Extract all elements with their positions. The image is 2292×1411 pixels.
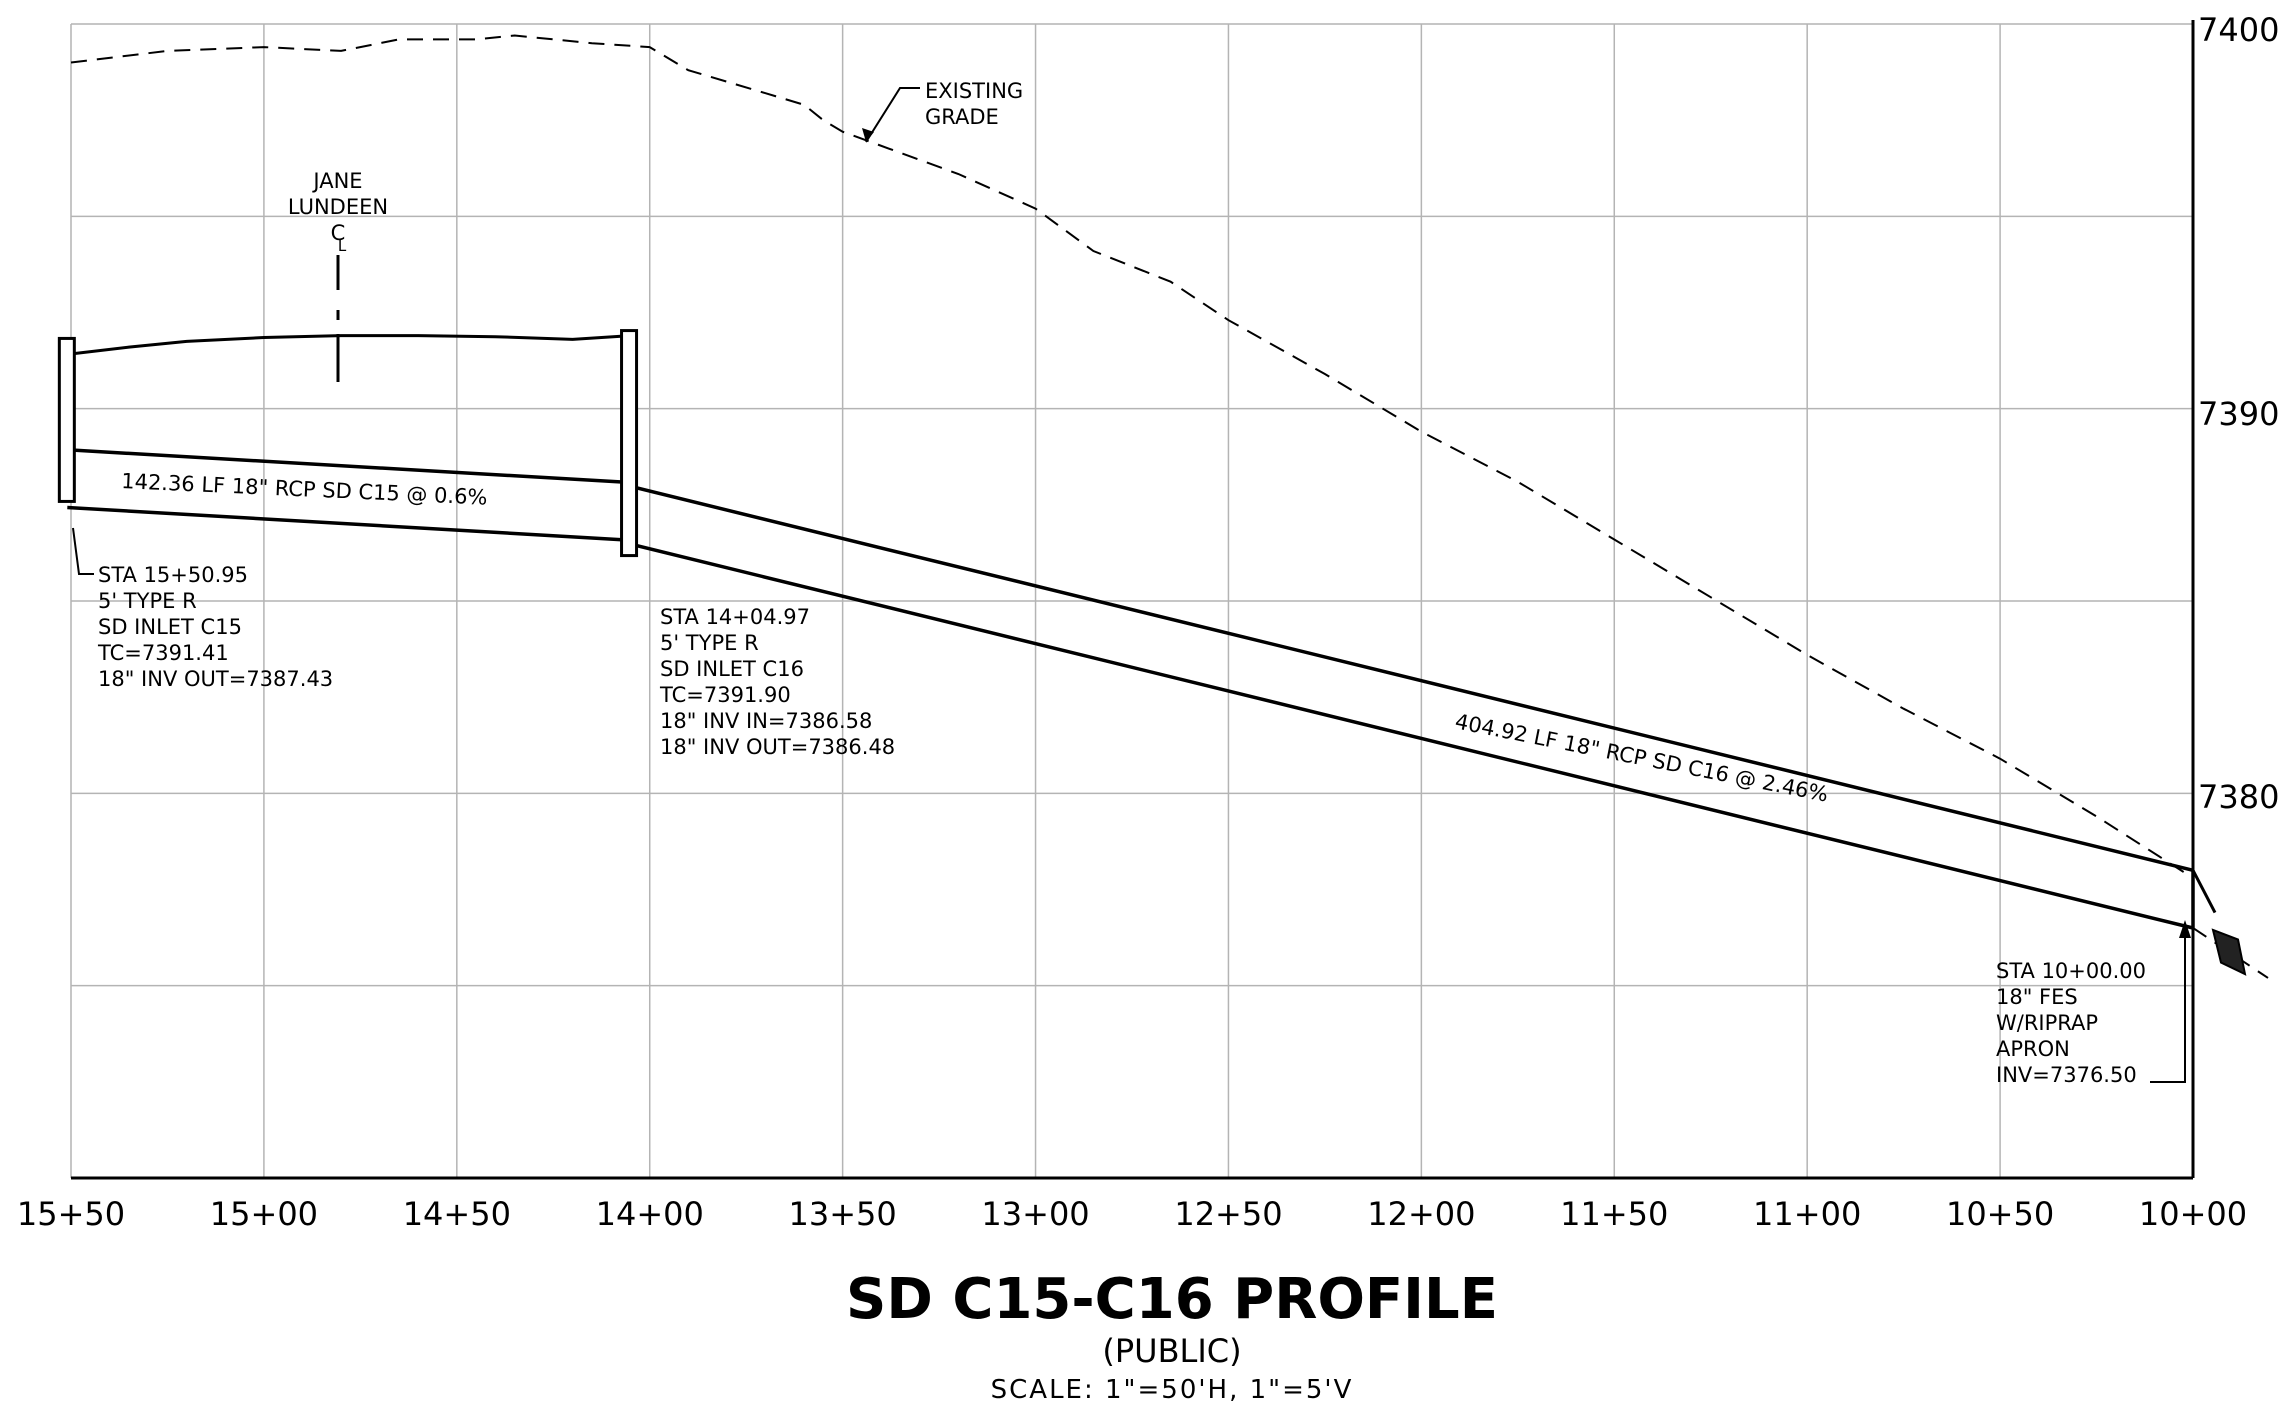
riprap-apron <box>2211 928 2247 976</box>
series-line-sd-c15-invert <box>67 505 631 542</box>
station-tick-label: 13+50 <box>789 1195 897 1233</box>
existing-grade-label-line: EXISTING <box>925 79 1023 103</box>
series-line-sd-c15-crown <box>67 448 631 485</box>
inlet-c16-note-line: SD INLET C16 <box>660 657 804 681</box>
station-tick-label: 14+50 <box>403 1195 511 1233</box>
elevation-tick-label: 7390 <box>2198 395 2279 433</box>
fes-note-line: STA 10+00.00 <box>1996 959 2146 983</box>
drawing-subtitle: (PUBLIC) <box>1102 1332 1241 1370</box>
station-tick-label: 10+50 <box>1946 1195 2054 1233</box>
series-line-sd-c16-invert <box>630 542 2194 930</box>
pipe-label-c15: 142.36 LF 18" RCP SD C15 @ 0.6% <box>121 469 488 510</box>
series-line-sd-c16-crown <box>630 484 2194 872</box>
fes-leader <box>2150 938 2186 1083</box>
existing-grade-label-line: GRADE <box>925 105 999 129</box>
inlet-c15-note-line: STA 15+50.95 <box>98 563 248 587</box>
inlet-c16-note-line: 5' TYPE R <box>660 631 759 655</box>
inlet-c15-structure <box>57 336 76 503</box>
station-tick-label: 10+00 <box>2139 1195 2247 1233</box>
inlet-c16-structure <box>620 329 639 558</box>
inlet-c15-note-line: SD INLET C15 <box>98 615 242 639</box>
inlet-c16-note-line: 18" INV IN=7386.58 <box>660 709 872 733</box>
elevation-tick-label: 7400 <box>2198 11 2279 49</box>
inlet-c16-note-line: 18" INV OUT=7386.48 <box>660 735 895 759</box>
series-line-top-of-curb <box>67 334 631 356</box>
station-tick-label: 11+50 <box>1560 1195 1668 1233</box>
station-tick-label: 15+00 <box>210 1195 318 1233</box>
inlet-c15-note-line: 5' TYPE R <box>98 589 197 613</box>
station-tick-label: 11+00 <box>1753 1195 1861 1233</box>
elevation-tick-labels: 7400 7390 7380 <box>2198 11 2279 816</box>
inlet-c15-note-line: 18" INV OUT=7387.43 <box>98 667 333 691</box>
inlet-c15-leader <box>72 527 94 575</box>
fes-slope <box>2191 869 2217 914</box>
elevation-tick-label: 7380 <box>2198 778 2279 816</box>
inlet-c16-note-line: STA 14+04.97 <box>660 605 810 629</box>
fes-leader-arrow <box>2179 920 2191 938</box>
station-tick-label: 14+00 <box>596 1195 704 1233</box>
station-tick-label: 12+00 <box>1367 1195 1475 1233</box>
station-tick-label: 12+50 <box>1174 1195 1282 1233</box>
centerline-symbol-l: L <box>338 237 347 255</box>
drawing-scale: SCALE: 1"=50'H, 1"=5'V <box>991 1375 1354 1405</box>
centerline-label-line: JANE <box>311 169 362 193</box>
fes-note-line: 18" FES <box>1996 985 2078 1009</box>
station-tick-labels: 15+50 15+00 14+50 14+00 13+50 13+00 12+5… <box>17 1195 2247 1233</box>
grid <box>70 20 2195 1180</box>
fes-note-line: INV=7376.50 <box>1996 1063 2137 1087</box>
inlet-c16-note-line: TC=7391.90 <box>659 683 791 707</box>
existing-grade-leader-arrow <box>862 128 874 142</box>
inlet-c15-note-line: TC=7391.41 <box>97 641 229 665</box>
profile-marks <box>57 34 2269 1083</box>
fes-note-line: APRON <box>1996 1037 2070 1061</box>
centerline-symbol-c: C <box>331 221 346 245</box>
existing-grade-leader <box>865 87 920 143</box>
drawing-title: SD C15-C16 PROFILE <box>846 1267 1498 1332</box>
fes-note-line: W/RIPRAP <box>1996 1011 2098 1035</box>
station-tick-label: 15+50 <box>17 1195 125 1233</box>
centerline-label-line: LUNDEEN <box>288 195 388 219</box>
series-line-existing-grade <box>70 34 2194 879</box>
station-tick-label: 13+00 <box>981 1195 1089 1233</box>
downstream-grade <box>2192 927 2269 979</box>
